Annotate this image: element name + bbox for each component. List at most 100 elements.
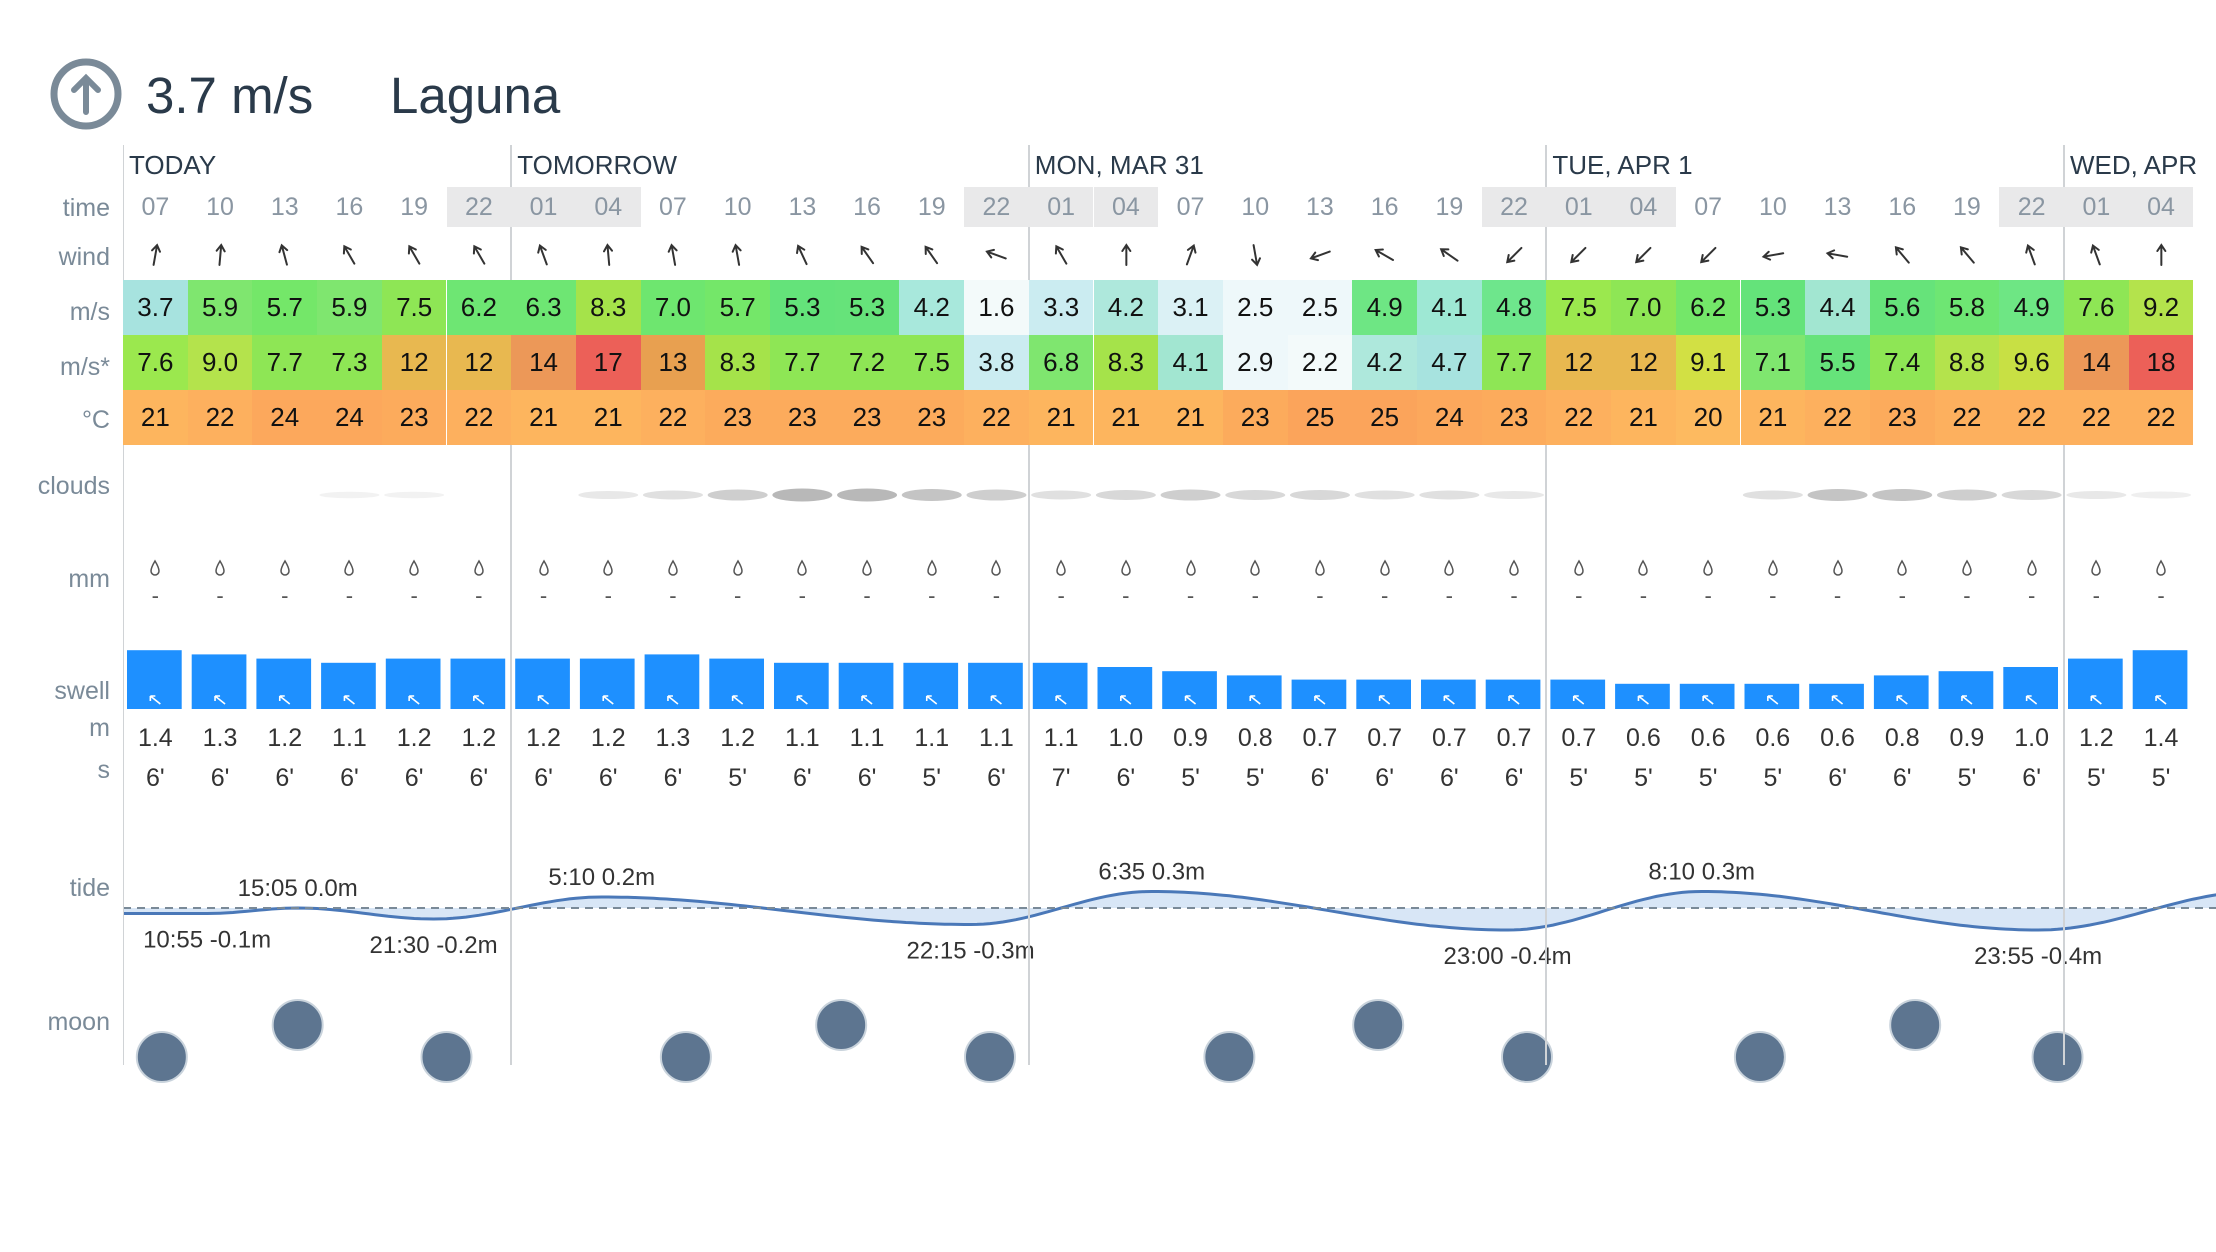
up-arrow-circle-icon[interactable] <box>50 58 122 130</box>
temp-cell: 23 <box>770 390 835 445</box>
swell-period-cell: 6' <box>534 764 553 792</box>
rain-mm-cell: - <box>1898 583 1906 608</box>
gust-cell: 9.6 <box>1999 335 2064 390</box>
swell-height-cell: 1.2 <box>2078 724 2114 752</box>
swell-direction-icon <box>1443 695 1455 705</box>
header: 3.7 m/s Laguna <box>0 0 2216 140</box>
time-cell: 10 <box>723 193 752 221</box>
moon-phases <box>135 999 2084 1083</box>
wind-arrow-icon <box>1186 243 1197 266</box>
tide-label: tide <box>69 874 110 902</box>
gust-cell: 9.0 <box>187 335 253 390</box>
wind-speed-cell: 4.9 <box>1999 280 2064 335</box>
swell-direction-icon <box>537 695 550 705</box>
wind-speed-cell: 1.6 <box>964 280 1029 335</box>
rain-mm-cell: - <box>475 583 483 608</box>
raindrop-icon <box>732 559 743 576</box>
forecast-grid[interactable]: 10:55 -0.1m 15:05 0.0m 21:30 -0.2m 5:10 0.2… <box>123 140 2216 1140</box>
wind-arrow-cell <box>1870 235 1935 275</box>
wind-speed-cell: 5.7 <box>705 280 770 335</box>
wind-speed-cell: 7.0 <box>1611 280 1676 335</box>
cloud-mark <box>1872 489 1933 501</box>
swell-bar <box>709 658 764 709</box>
moon-icon <box>963 1031 1016 1083</box>
rain-drop-cell <box>511 552 576 587</box>
time-cell: 19 <box>400 193 429 221</box>
wind-speed-cell: 5.3 <box>834 280 900 335</box>
wind-label: wind <box>58 243 110 271</box>
wind-arrow-icon <box>732 243 742 266</box>
swell-direction-icon <box>214 695 226 705</box>
time-cell: 19 <box>1435 193 1464 221</box>
swell-direction-icon <box>149 695 161 705</box>
raindrop-icon <box>797 559 808 576</box>
wind-speed-cell: 5.7 <box>252 280 318 335</box>
swell-direction-icon <box>925 695 938 705</box>
temp-cell: 24 <box>317 390 382 445</box>
gust-cell: 14 <box>511 335 576 390</box>
rain-mm-cell: - <box>1769 583 1777 608</box>
swell-height-cell: 1.4 <box>2143 724 2179 752</box>
tide-extreme-label: 21:30 -0.2m <box>370 932 498 959</box>
moon-icon <box>1889 999 1942 1051</box>
wind-arrow-cell <box>188 235 253 275</box>
swell-period-cell: 6' <box>469 764 489 792</box>
swell-period-cell: 6' <box>146 764 165 792</box>
gust-cell: 8.3 <box>1093 335 1159 390</box>
temp-cell: 25 <box>1352 390 1417 445</box>
wind-speed-cell: 7.6 <box>2064 280 2129 335</box>
swell-period-cell: 5' <box>1698 764 1718 792</box>
wind-speed-cell: 4.9 <box>1352 280 1417 335</box>
raindrop-icon <box>2091 559 2102 576</box>
swell-height-cell: 0.7 <box>1431 724 1467 752</box>
tide-chart: 10:55 -0.1m 15:05 0.0m 21:30 -0.2m 5:10 0.2… <box>123 859 2216 970</box>
swell-m-label: m <box>89 714 110 742</box>
raindrop-icon <box>1573 559 1584 576</box>
gust-cell: 2.9 <box>1222 335 1288 390</box>
rain-mm-cell: - <box>281 583 289 608</box>
day-name: TUE, APR 1 <box>1552 150 1693 180</box>
swell-period-cell: 5' <box>2087 764 2106 792</box>
swell-height-cell: 0.6 <box>1820 724 1855 752</box>
wind-arrow-icon <box>151 243 161 266</box>
swell-direction-icon <box>1961 695 1973 705</box>
wind-arrow-cell <box>899 235 964 275</box>
swell-height-cell: 1.0 <box>2014 724 2050 752</box>
gust-cell: 5.5 <box>1805 335 1870 390</box>
rain-drop-cell <box>1482 552 1547 587</box>
gust-cell: 12 <box>446 335 512 390</box>
wind-arrow-icon <box>537 243 548 266</box>
raindrop-icon <box>1638 559 1649 576</box>
time-cell: 16 <box>335 193 364 221</box>
cloud-mark <box>578 491 639 499</box>
swell-bar <box>515 658 570 709</box>
spot-name[interactable]: Laguna <box>390 67 561 124</box>
swell-direction-icon <box>2090 695 2102 705</box>
temp-cell: 22 <box>964 390 1029 445</box>
wind-arrow-icon <box>1825 249 1849 260</box>
raindrop-icon <box>1444 559 1455 576</box>
rain-mm-cell: - <box>1445 583 1453 608</box>
swell-bar <box>256 658 312 709</box>
moon-icon <box>2031 1031 2084 1083</box>
time-cell: 01 <box>511 187 576 227</box>
wind-speed-cell: 3.1 <box>1158 280 1223 335</box>
cloud-mark <box>707 489 768 501</box>
raindrop-icon <box>668 559 678 576</box>
wind-arrow-cell <box>576 235 641 275</box>
rain-drop-cell <box>899 552 964 587</box>
swell-direction-icon <box>1055 695 1067 705</box>
wind-speed-cell: 6.3 <box>511 280 576 335</box>
time-cell: 16 <box>1888 193 1917 221</box>
time-cell: 01 <box>2064 187 2129 227</box>
gust-cell: 7.1 <box>1740 335 1806 390</box>
rain-mm-cell: - <box>1380 583 1389 608</box>
cloud-mark <box>1807 489 1868 501</box>
rain-drop-cell <box>1676 552 1741 587</box>
rain-drop-cell <box>835 552 900 587</box>
temp-cell: 23 <box>381 390 447 445</box>
swell-direction-icon <box>1314 695 1326 705</box>
swell-direction-icon <box>1831 695 1844 705</box>
swell-direction-icon <box>796 695 808 705</box>
swell-height-cell: 0.9 <box>1949 724 1985 752</box>
